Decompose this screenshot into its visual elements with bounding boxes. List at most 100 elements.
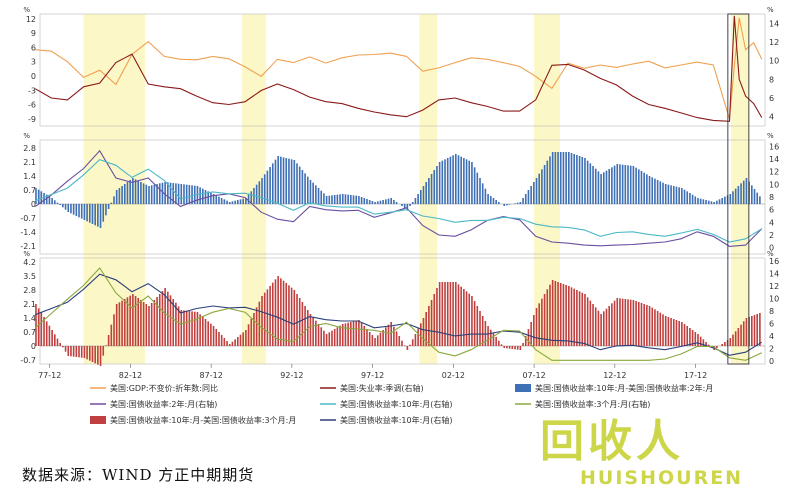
bar [530, 186, 532, 204]
bar [88, 204, 91, 223]
bar [721, 344, 724, 346]
bar [137, 180, 140, 204]
bar [210, 192, 212, 204]
bar [331, 195, 333, 204]
bar [594, 168, 597, 204]
bar [355, 195, 358, 204]
bar [158, 294, 161, 346]
bar [51, 330, 53, 346]
bar [156, 297, 158, 346]
bar [102, 346, 105, 356]
bar [401, 340, 403, 346]
bar [387, 198, 390, 204]
bar [247, 324, 250, 346]
bar [374, 202, 376, 204]
bar [129, 295, 131, 346]
y-left-unit: % [23, 6, 30, 14]
bar [175, 302, 177, 346]
bar [449, 282, 452, 346]
bar [589, 300, 592, 346]
y-right-tick-label: 4 [769, 218, 774, 227]
bar [498, 202, 500, 204]
bar [576, 155, 578, 204]
bar [309, 180, 312, 204]
bar [632, 300, 635, 346]
bar [393, 326, 395, 346]
bar [411, 202, 414, 204]
bar [675, 186, 678, 204]
bar [584, 158, 586, 204]
bar [457, 155, 460, 204]
y-right-unit: % [767, 6, 774, 14]
bar [223, 338, 226, 346]
bar [659, 312, 662, 346]
bar [734, 331, 737, 346]
bar [594, 307, 597, 346]
bar [129, 180, 131, 204]
bar [78, 204, 80, 218]
bar [608, 169, 610, 204]
bar [608, 306, 610, 346]
bar [35, 304, 37, 346]
bar [148, 186, 150, 204]
bar [277, 276, 279, 346]
bar [350, 322, 352, 346]
bar [697, 334, 699, 346]
bar [702, 199, 705, 204]
bar [468, 293, 471, 346]
y-right-tick-label: 14 [769, 270, 779, 279]
bar [414, 334, 417, 346]
bar [70, 204, 72, 214]
y-left-tick-label: 2.1 [23, 158, 36, 167]
bar [269, 286, 271, 346]
bar [454, 154, 457, 204]
legend-label-4: 美国:国债收益率:10年:月(右轴) [340, 399, 453, 409]
y-left-tick-label: 1.4 [23, 314, 36, 323]
bar [742, 180, 745, 204]
bar [691, 330, 694, 346]
bar [549, 156, 551, 204]
bar [624, 165, 627, 204]
bar [70, 346, 72, 357]
bar [245, 330, 247, 346]
bar [304, 173, 306, 204]
bar [161, 291, 164, 346]
y-left-tick-label: 0 [31, 342, 36, 351]
bar [207, 321, 210, 346]
bar [756, 192, 759, 204]
bar [729, 194, 732, 204]
bar [183, 184, 185, 204]
bar [449, 156, 452, 204]
y-right-tick-label: 16 [769, 257, 779, 266]
bar [565, 285, 567, 346]
bar [161, 182, 164, 204]
bar [180, 184, 183, 204]
bar [325, 334, 328, 346]
bar [568, 286, 570, 346]
bar [428, 306, 430, 346]
bar [551, 152, 554, 204]
y-right-tick-label: 0 [769, 244, 774, 253]
bar [202, 316, 204, 346]
bar [366, 199, 368, 204]
bar [635, 167, 637, 204]
bar [250, 191, 253, 204]
bar [724, 196, 726, 204]
bar [218, 196, 220, 204]
bar [258, 181, 261, 204]
bar [471, 296, 473, 346]
bar [236, 337, 239, 346]
bar [734, 188, 737, 204]
bar [487, 194, 489, 204]
bar [64, 346, 67, 352]
y-right-unit: % [767, 250, 774, 258]
bar [223, 199, 226, 204]
bar [629, 299, 632, 346]
bar [290, 159, 293, 204]
x-tick-label: 82-12 [119, 371, 142, 380]
bar [228, 202, 231, 204]
bar [651, 177, 654, 204]
bar [45, 321, 48, 346]
bar [751, 185, 753, 204]
bar [592, 304, 594, 346]
